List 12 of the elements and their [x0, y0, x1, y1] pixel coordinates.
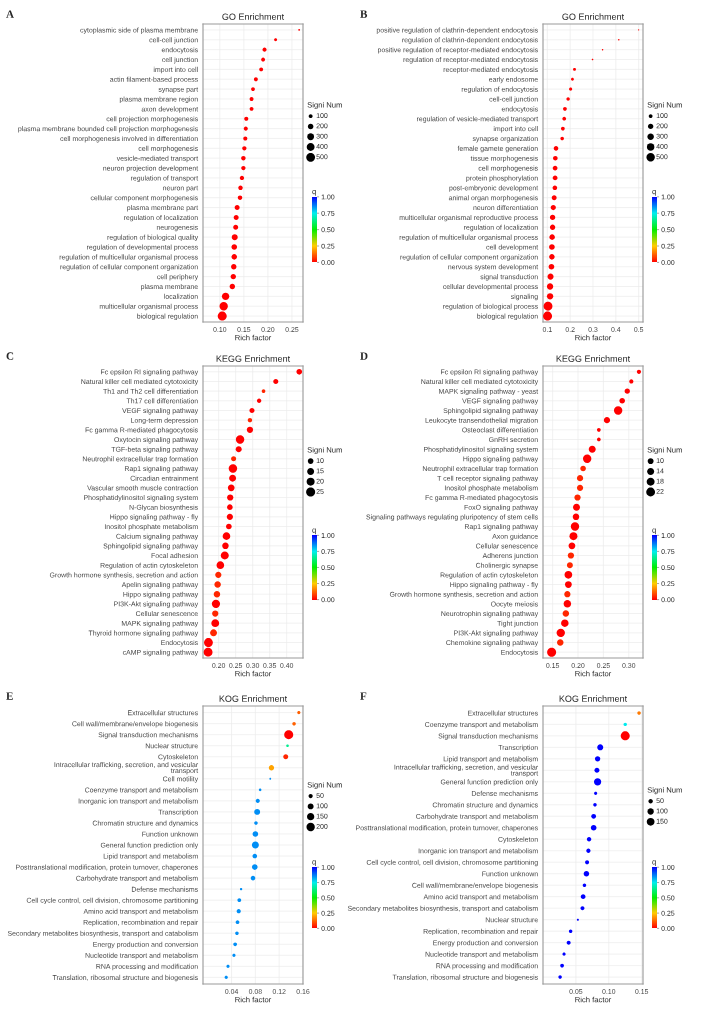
chart-title: KEGG Enrichment	[556, 355, 631, 362]
text: A	[6, 10, 14, 18]
text: C	[6, 352, 14, 360]
chart-title: KOG Enrichment	[559, 695, 628, 702]
text: F	[360, 692, 367, 700]
chart-title: KEGG Enrichment	[216, 355, 291, 362]
text: E	[6, 692, 13, 700]
chart-title: GO Enrichment	[562, 13, 625, 20]
text: D	[360, 352, 368, 360]
chart-title: GO Enrichment	[222, 13, 285, 20]
text: B	[360, 10, 368, 18]
chart-title: KOG Enrichment	[219, 695, 288, 702]
